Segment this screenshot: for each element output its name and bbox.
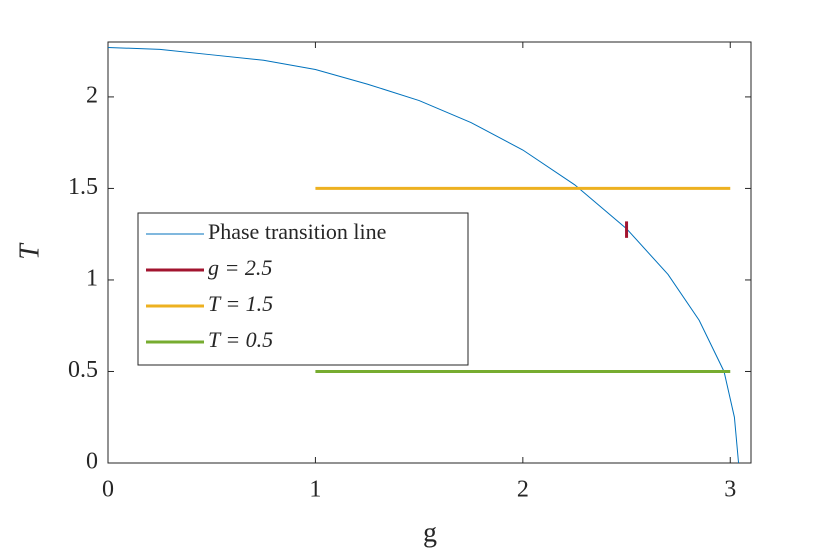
x-tick-label: 3 <box>724 477 736 503</box>
y-axis-label: T <box>14 242 45 260</box>
legend-label: T = 1.5 <box>208 291 273 316</box>
series-line <box>107 46 740 464</box>
legend-label: g = 2.5 <box>208 255 272 280</box>
y-tick-label: 2 <box>86 82 98 108</box>
x-tick-label: 0 <box>102 477 114 503</box>
x-axis-label: g <box>423 517 437 548</box>
x-tick-label: 2 <box>517 477 529 503</box>
legend-box <box>137 212 469 366</box>
y-tick-label: 1 <box>86 265 98 291</box>
y-tick-label: 0.5 <box>68 357 98 383</box>
x-tick-label: 1 <box>309 477 321 503</box>
legend-label: T = 0.5 <box>208 327 273 352</box>
legend-label: Phase transition line <box>208 219 386 244</box>
y-tick-label: 1.5 <box>68 174 98 200</box>
y-tick-label: 0 <box>86 449 98 475</box>
